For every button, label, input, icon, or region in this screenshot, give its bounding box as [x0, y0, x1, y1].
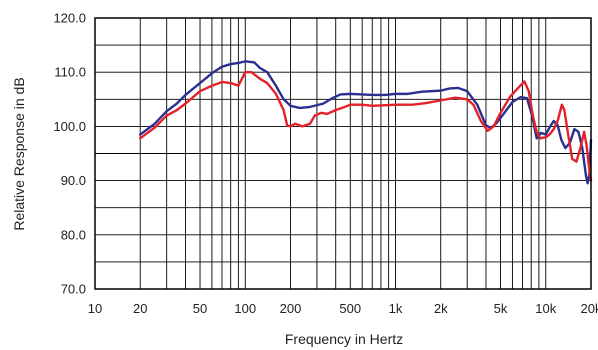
- x-tick-label: 50: [193, 301, 207, 316]
- y-tick-labels: 70.0 80.0 90.0 100.0 110.0 120.0: [53, 11, 86, 297]
- y-tick-label: 80.0: [61, 227, 86, 242]
- x-tick-label: 1k: [389, 301, 403, 316]
- y-tick-label: 100.0: [53, 119, 86, 134]
- x-tick-labels: 10 20 50 100 200 500 1k 2k 5k 10k 20k: [88, 301, 598, 316]
- y-tick-label: 120.0: [53, 11, 86, 26]
- x-tick-label: 200: [280, 301, 302, 316]
- x-tick-label: 20: [133, 301, 147, 316]
- plot-frame: [94, 17, 592, 290]
- x-tick-label: 20k: [581, 301, 598, 316]
- x-tick-label: 10: [88, 301, 102, 316]
- x-tick-label: 500: [339, 301, 361, 316]
- y-axis-label: Relative Response in dB: [11, 77, 27, 230]
- x-axis-label: Frequency in Hertz: [285, 331, 403, 347]
- grid: [94, 17, 592, 290]
- series-layer: [139, 60, 593, 185]
- x-tick-label: 10k: [535, 301, 556, 316]
- y-tick-label: 90.0: [61, 173, 86, 188]
- y-tick-label: 70.0: [61, 282, 86, 297]
- x-tick-label: 2k: [434, 301, 448, 316]
- x-tick-label: 5k: [494, 301, 508, 316]
- x-tick-label: 100: [234, 301, 256, 316]
- series-line-1: [139, 60, 593, 185]
- y-tick-label: 110.0: [54, 65, 86, 80]
- series-line-2: [139, 71, 593, 182]
